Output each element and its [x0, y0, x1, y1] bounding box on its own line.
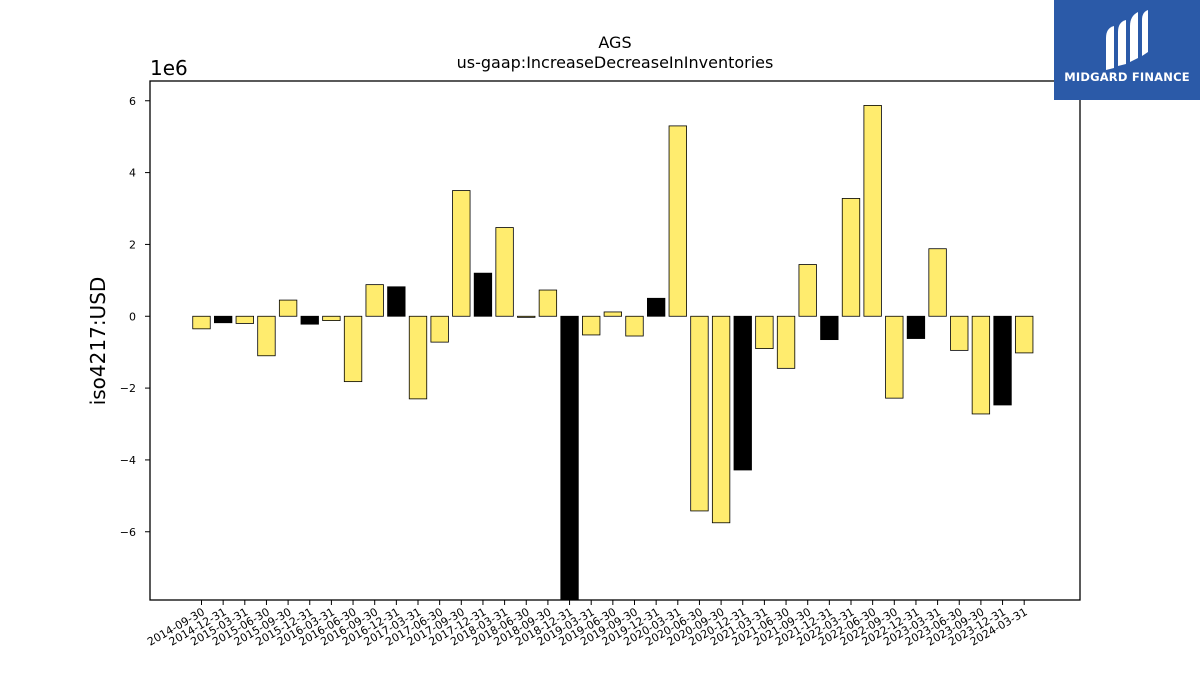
bar-2023-06-30 — [950, 315, 969, 351]
bar-2018-12-31 — [560, 315, 579, 601]
bar-2016-03-31 — [322, 315, 341, 321]
bar-2015-09-30 — [278, 299, 298, 317]
bar-2014-09-30 — [192, 315, 211, 330]
y-tick-label: −2 — [120, 382, 136, 395]
bar-2016-06-30 — [343, 315, 363, 383]
bar-2020-09-30 — [711, 315, 731, 524]
bar-2022-06-30 — [863, 105, 882, 317]
bar-2016-12-31 — [387, 286, 406, 317]
y-tick-label: −6 — [120, 526, 136, 539]
bars-group — [192, 105, 1034, 601]
y-tick-label: 6 — [129, 95, 136, 108]
bar-2016-09-30 — [365, 284, 384, 317]
bar-2023-03-31 — [928, 248, 947, 317]
y-tick-label: −4 — [120, 454, 136, 467]
brand-logo: MIDGARD FINANCE — [1054, 0, 1200, 100]
bar-2024-03-31 — [1015, 315, 1034, 354]
bar-2017-03-31 — [408, 315, 428, 400]
midgard-logo-icon — [1106, 10, 1148, 70]
bar-2023-12-31 — [993, 315, 1012, 406]
bar-2020-06-30 — [690, 315, 709, 512]
brand-name: MIDGARD FINANCE — [1064, 70, 1190, 84]
bar-2020-03-31 — [668, 125, 687, 317]
y-axis-label: iso4217:USD — [86, 277, 110, 406]
bar-2023-09-30 — [971, 315, 991, 415]
bar-2021-06-30 — [776, 315, 796, 369]
bar-2017-12-31 — [473, 272, 493, 317]
bar-2018-09-30 — [538, 289, 558, 317]
bar-2022-12-31 — [906, 315, 926, 339]
bar-2015-12-31 — [300, 315, 319, 325]
bar-2015-03-31 — [235, 315, 254, 324]
y-tick-label: 4 — [129, 167, 136, 180]
x-axis: 2014-09-302014-12-312015-03-312015-06-30… — [145, 600, 1030, 649]
bar-2019-12-31 — [647, 297, 666, 317]
bar-2014-12-31 — [213, 315, 233, 324]
chart-subtitle: us-gaap:IncreaseDecreaseInInventories — [457, 53, 774, 72]
y-axis: −6 −4 −2 0 2 4 6 — [120, 95, 150, 539]
bar-2017-06-30 — [430, 315, 449, 343]
y-axis-multiplier: 1e6 — [150, 56, 188, 80]
bar-2022-09-30 — [885, 315, 904, 399]
bar-2019-06-30 — [603, 311, 622, 317]
bar-2018-03-31 — [495, 227, 514, 317]
plot-frame — [149, 80, 1081, 601]
chart-title: AGS — [598, 33, 631, 52]
bar-2021-03-31 — [755, 315, 774, 349]
bar-2020-12-31 — [733, 315, 752, 471]
y-tick-label: 2 — [129, 238, 136, 251]
bar-2022-03-31 — [841, 198, 861, 317]
bar-2015-06-30 — [257, 315, 276, 357]
y-tick-label: 0 — [129, 310, 136, 323]
bar-2019-09-30 — [625, 315, 644, 337]
bar-2017-09-30 — [452, 190, 471, 317]
bar-2021-12-31 — [820, 315, 839, 341]
bar-2019-03-31 — [582, 315, 601, 336]
bar-2021-09-30 — [798, 264, 817, 317]
bar-2018-06-30 — [517, 315, 536, 318]
